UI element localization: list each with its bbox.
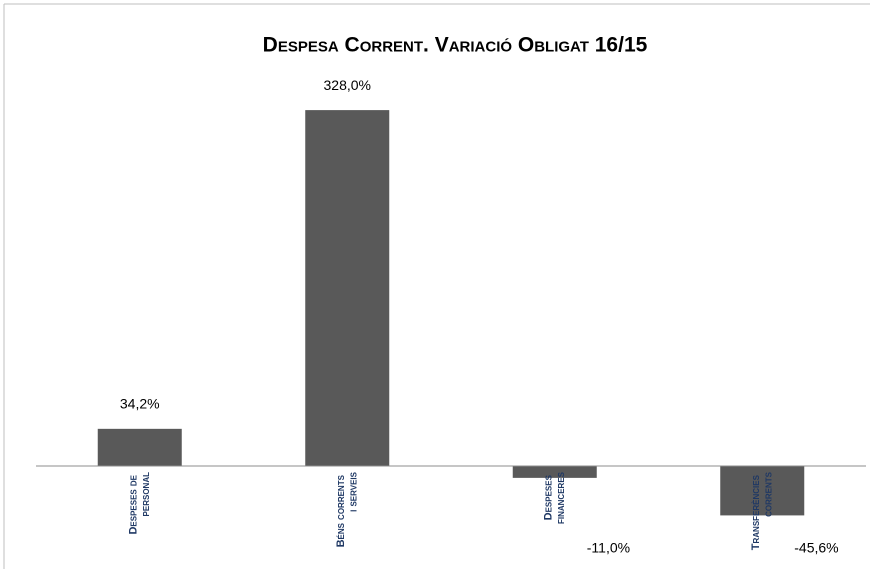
chart-title: Despesa Corrent. Variació Obligat 16/15 xyxy=(263,34,648,57)
bar xyxy=(97,428,182,466)
x-tick-label: Béns corrents i serveis xyxy=(335,471,360,547)
bar xyxy=(720,465,805,516)
value-label: 328,0% xyxy=(324,77,371,93)
value-label: 34,2% xyxy=(120,396,160,412)
x-tick-label: Despeses financeres xyxy=(542,471,567,524)
bar xyxy=(305,110,390,466)
value-label: -11,0% xyxy=(587,540,630,556)
value-label: -45,6% xyxy=(794,540,838,556)
bar xyxy=(512,465,597,478)
x-tick-label: Despeses de personal xyxy=(127,472,152,535)
x-tick-label: Transferències corrents xyxy=(750,471,775,550)
